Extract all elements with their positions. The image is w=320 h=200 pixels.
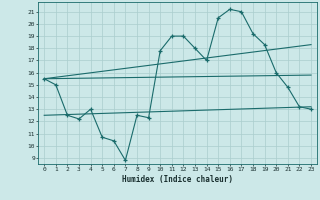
X-axis label: Humidex (Indice chaleur): Humidex (Indice chaleur) — [122, 175, 233, 184]
